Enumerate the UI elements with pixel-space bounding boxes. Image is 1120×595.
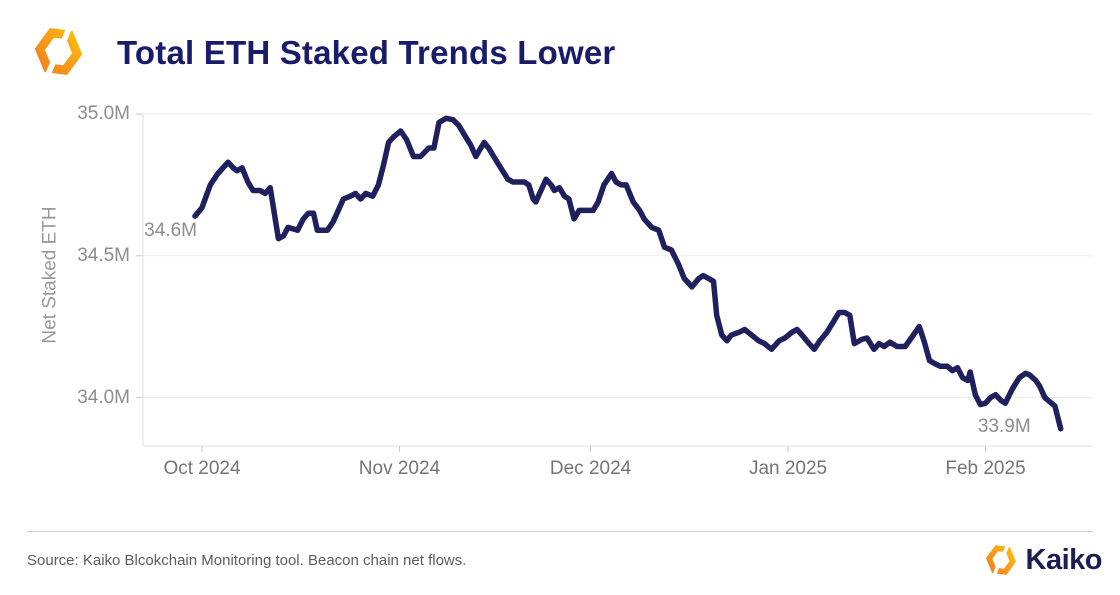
x-axis-tick-label: Oct 2024 xyxy=(163,458,241,479)
net-staked-eth-line xyxy=(192,115,1064,432)
footer-divider xyxy=(27,531,1093,532)
y-axis-title: Net Staked ETH xyxy=(39,206,61,344)
x-axis-tick-label: Nov 2024 xyxy=(358,458,441,479)
value-annotation: 34.6M xyxy=(144,220,197,242)
x-axis-tick-label: Feb 2025 xyxy=(945,458,1026,479)
page-title: Total ETH Staked Trends Lower xyxy=(117,34,616,71)
y-axis-tick-label: 34.5M xyxy=(77,244,130,266)
x-axis-tick-label: Jan 2025 xyxy=(748,458,828,479)
x-axis-tick-label: Dec 2024 xyxy=(549,458,632,479)
y-axis-tick-label: 34.0M xyxy=(77,386,130,408)
kaiko-logo-icon xyxy=(34,24,83,79)
y-axis-tick-label: 35.0M xyxy=(77,103,130,124)
brand-wordmark: Kaiko xyxy=(1025,543,1103,576)
kaiko-logo-icon xyxy=(985,542,1016,578)
brand-lockup: Kaiko xyxy=(983,542,1103,578)
source-caption: Source: Kaiko Blcokchain Monitoring tool… xyxy=(27,552,467,569)
value-annotation: 33.9M xyxy=(977,415,1031,437)
